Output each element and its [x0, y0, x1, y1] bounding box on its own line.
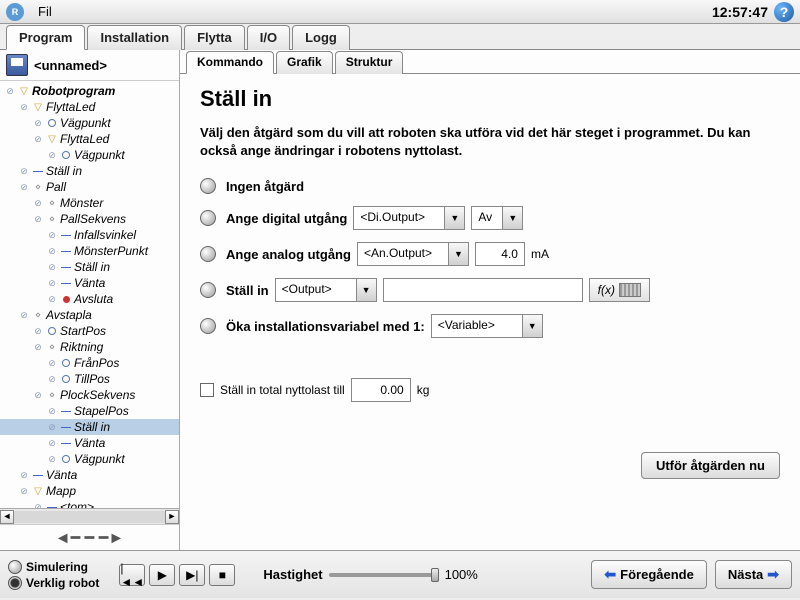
tree-node[interactable]: ⊘⋄Mönster — [0, 195, 179, 211]
tree-node[interactable]: ⊘—Vänta — [0, 275, 179, 291]
tab-installation[interactable]: Installation — [87, 25, 182, 50]
keyboard-icon — [619, 283, 641, 297]
radio-none[interactable] — [200, 178, 216, 194]
tree-node[interactable]: ⊘—Infallsvinkel — [0, 227, 179, 243]
save-icon[interactable] — [6, 54, 28, 76]
analog-value-input[interactable] — [475, 242, 525, 266]
tree-node[interactable]: ⊘—MönsterPunkt — [0, 243, 179, 259]
set-expression-input[interactable] — [383, 278, 583, 302]
main-panel: Kommando Grafik Struktur Ställ in Välj d… — [180, 50, 800, 550]
perform-action-button[interactable]: Utför åtgärden nu — [641, 452, 780, 479]
program-tree[interactable]: ⊘▽Robotprogram⊘▽FlyttaLed⊘Vägpunkt⊘▽Flyt… — [0, 81, 179, 508]
payload-unit: kg — [417, 383, 430, 397]
radio-real-robot[interactable] — [8, 576, 22, 590]
label-digital: Ange digital utgång — [226, 211, 347, 226]
subtab-structure[interactable]: Struktur — [335, 51, 404, 74]
tree-node[interactable]: ⊘—<tom> — [0, 499, 179, 508]
radio-simulation[interactable] — [8, 560, 22, 574]
sub-tabs: Kommando Grafik Struktur — [180, 50, 800, 74]
label-simulation: Simulering — [26, 560, 88, 574]
tree-node[interactable]: ⊘StartPos — [0, 323, 179, 339]
program-name: <unnamed> — [34, 58, 107, 73]
tree-node[interactable]: ⊘▽FlyttaLed — [0, 131, 179, 147]
tree-node[interactable]: ⊘—Ställ in — [0, 259, 179, 275]
label-none: Ingen åtgärd — [226, 179, 304, 194]
radio-increment[interactable] — [200, 318, 216, 334]
tab-program[interactable]: Program — [6, 25, 85, 50]
analog-unit: mA — [531, 247, 549, 261]
payload-checkbox[interactable] — [200, 383, 214, 397]
clock: 12:57:47 — [712, 4, 768, 20]
tree-node[interactable]: ⊘⋄Avstapla — [0, 307, 179, 323]
analog-output-select[interactable]: <An.Output>▼ — [357, 242, 469, 266]
menu-file[interactable]: Fil — [30, 2, 60, 21]
tree-node[interactable]: ⊘TillPos — [0, 371, 179, 387]
tree-node[interactable]: ⊘▽FlyttaLed — [0, 99, 179, 115]
radio-analog[interactable] — [200, 246, 216, 262]
tree-node[interactable]: ⊘—StapelPos — [0, 403, 179, 419]
sidebar-header: <unnamed> — [0, 50, 179, 81]
tab-move[interactable]: Flytta — [184, 25, 245, 50]
stop-button[interactable]: ■ — [209, 564, 235, 586]
label-real-robot: Verklig robot — [26, 576, 99, 590]
subtab-graphics[interactable]: Grafik — [276, 51, 333, 74]
tree-node[interactable]: ⊘⋄Pall — [0, 179, 179, 195]
set-output-select[interactable]: <Output>▼ — [275, 278, 377, 302]
topbar: R Fil 12:57:47 ? — [0, 0, 800, 24]
app-logo: R — [6, 3, 24, 21]
label-analog: Ange analog utgång — [226, 247, 351, 262]
tree-node[interactable]: ⊘—Vänta — [0, 435, 179, 451]
footer: Simulering Verklig robot |◄◄ ▶ ▶| ■ Hast… — [0, 550, 800, 598]
subtab-command[interactable]: Kommando — [186, 51, 274, 74]
h-scrollbar[interactable]: ◄► — [0, 508, 179, 524]
sidebar: <unnamed> ⊘▽Robotprogram⊘▽FlyttaLed⊘Vägp… — [0, 50, 180, 550]
tree-node[interactable]: ⊘Vägpunkt — [0, 115, 179, 131]
digital-state-select[interactable]: Av▼ — [471, 206, 523, 230]
tree-nav-arrows[interactable]: ◄━ ━ ━► — [0, 524, 179, 550]
label-increment: Öka installationsvariabel med 1: — [226, 319, 425, 334]
tree-node[interactable]: ⊘▽Mapp — [0, 483, 179, 499]
increment-var-select[interactable]: <Variable>▼ — [431, 314, 543, 338]
help-icon[interactable]: ? — [774, 2, 794, 22]
tree-node[interactable]: ⊘⋄Riktning — [0, 339, 179, 355]
panel-title: Ställ in — [200, 86, 780, 112]
tab-log[interactable]: Logg — [292, 25, 350, 50]
speed-slider[interactable] — [329, 573, 439, 577]
tree-node[interactable]: ⊘—Ställ in — [0, 419, 179, 435]
tree-node[interactable]: ⊘▽Robotprogram — [0, 83, 179, 99]
tree-node[interactable]: ⊘⋄PlockSekvens — [0, 387, 179, 403]
tree-node[interactable]: ⊘⋄PallSekvens — [0, 211, 179, 227]
next-button[interactable]: Nästa➡ — [715, 560, 792, 589]
tab-io[interactable]: I/O — [247, 25, 290, 50]
skip-fwd-button[interactable]: ▶| — [179, 564, 205, 586]
digital-output-select[interactable]: <Di.Output>▼ — [353, 206, 465, 230]
tree-node[interactable]: ⊘Vägpunkt — [0, 451, 179, 467]
tree-node[interactable]: ⊘FrånPos — [0, 355, 179, 371]
prev-button[interactable]: ⬅Föregående — [591, 560, 706, 589]
payload-value-input[interactable] — [351, 378, 411, 402]
tree-node[interactable]: ⊘—Ställ in — [0, 163, 179, 179]
play-button[interactable]: ▶ — [149, 564, 175, 586]
tree-node[interactable]: ⊘—Vänta — [0, 467, 179, 483]
label-set: Ställ in — [226, 283, 269, 298]
tree-node[interactable]: ⊘Avsluta — [0, 291, 179, 307]
main-tabs: Program Installation Flytta I/O Logg — [0, 24, 800, 50]
speed-value: 100% — [445, 567, 478, 582]
tree-node[interactable]: ⊘Vägpunkt — [0, 147, 179, 163]
fx-button[interactable]: f(x) — [589, 278, 650, 302]
radio-digital[interactable] — [200, 210, 216, 226]
skip-back-button[interactable]: |◄◄ — [119, 564, 145, 586]
panel-description: Välj den åtgärd som du vill att roboten … — [200, 124, 780, 160]
speed-label: Hastighet — [263, 567, 322, 582]
payload-label: Ställ in total nyttolast till — [220, 383, 345, 397]
radio-set[interactable] — [200, 282, 216, 298]
